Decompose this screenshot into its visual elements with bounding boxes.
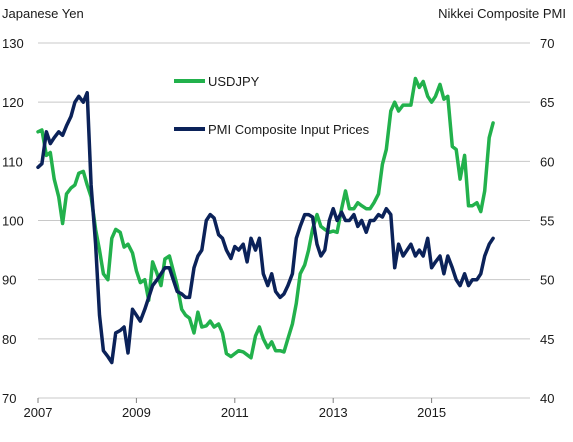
- left-y-tick-label: 110: [2, 154, 23, 169]
- series-line-pmi-composite-input-prices: [36, 90, 495, 365]
- legend-label-pmi-composite-input-prices: PMI Composite Input Prices: [208, 122, 370, 137]
- x-tick-label: 2015: [417, 405, 446, 420]
- right-axis-title: Nikkei Composite PMI: [438, 6, 566, 21]
- x-tick-labels: 2007 2009 2011 2013 2015: [24, 398, 446, 420]
- left-y-tick-label: 80: [2, 332, 16, 347]
- left-y-tick-label: 120: [2, 95, 24, 110]
- x-tick-label: 2009: [122, 405, 151, 420]
- right-y-tick-label: 55: [540, 214, 554, 229]
- right-y-tick-label: 50: [540, 273, 554, 288]
- x-tick-label: 2011: [221, 405, 249, 420]
- left-axis-title: Japanese Yen: [2, 6, 84, 21]
- left-y-tick-label: 100: [2, 214, 24, 229]
- right-y-tick-label: 45: [540, 332, 554, 347]
- right-y-tick-label: 65: [540, 95, 554, 110]
- right-y-tick-labels: 40 45 50 55 60 65 70: [540, 36, 554, 406]
- legend: USDJPY PMI Composite Input Prices: [174, 74, 370, 137]
- series-line-usdjpy: [36, 76, 495, 360]
- x-tick-label: 2013: [319, 405, 348, 420]
- right-y-tick-label: 60: [540, 154, 554, 169]
- left-y-tick-label: 130: [2, 36, 24, 51]
- gridlines: [38, 42, 530, 399]
- series-lines: [36, 76, 495, 365]
- right-y-tick-label: 40: [540, 391, 554, 406]
- left-y-tick-label: 90: [2, 273, 16, 288]
- legend-label-usdjpy: USDJPY: [208, 74, 260, 89]
- left-y-tick-labels: 70 80 90 100 110 120 130: [2, 36, 24, 406]
- left-y-tick-label: 70: [2, 391, 16, 406]
- x-tick-label: 2007: [24, 405, 53, 420]
- right-y-tick-label: 70: [540, 36, 554, 51]
